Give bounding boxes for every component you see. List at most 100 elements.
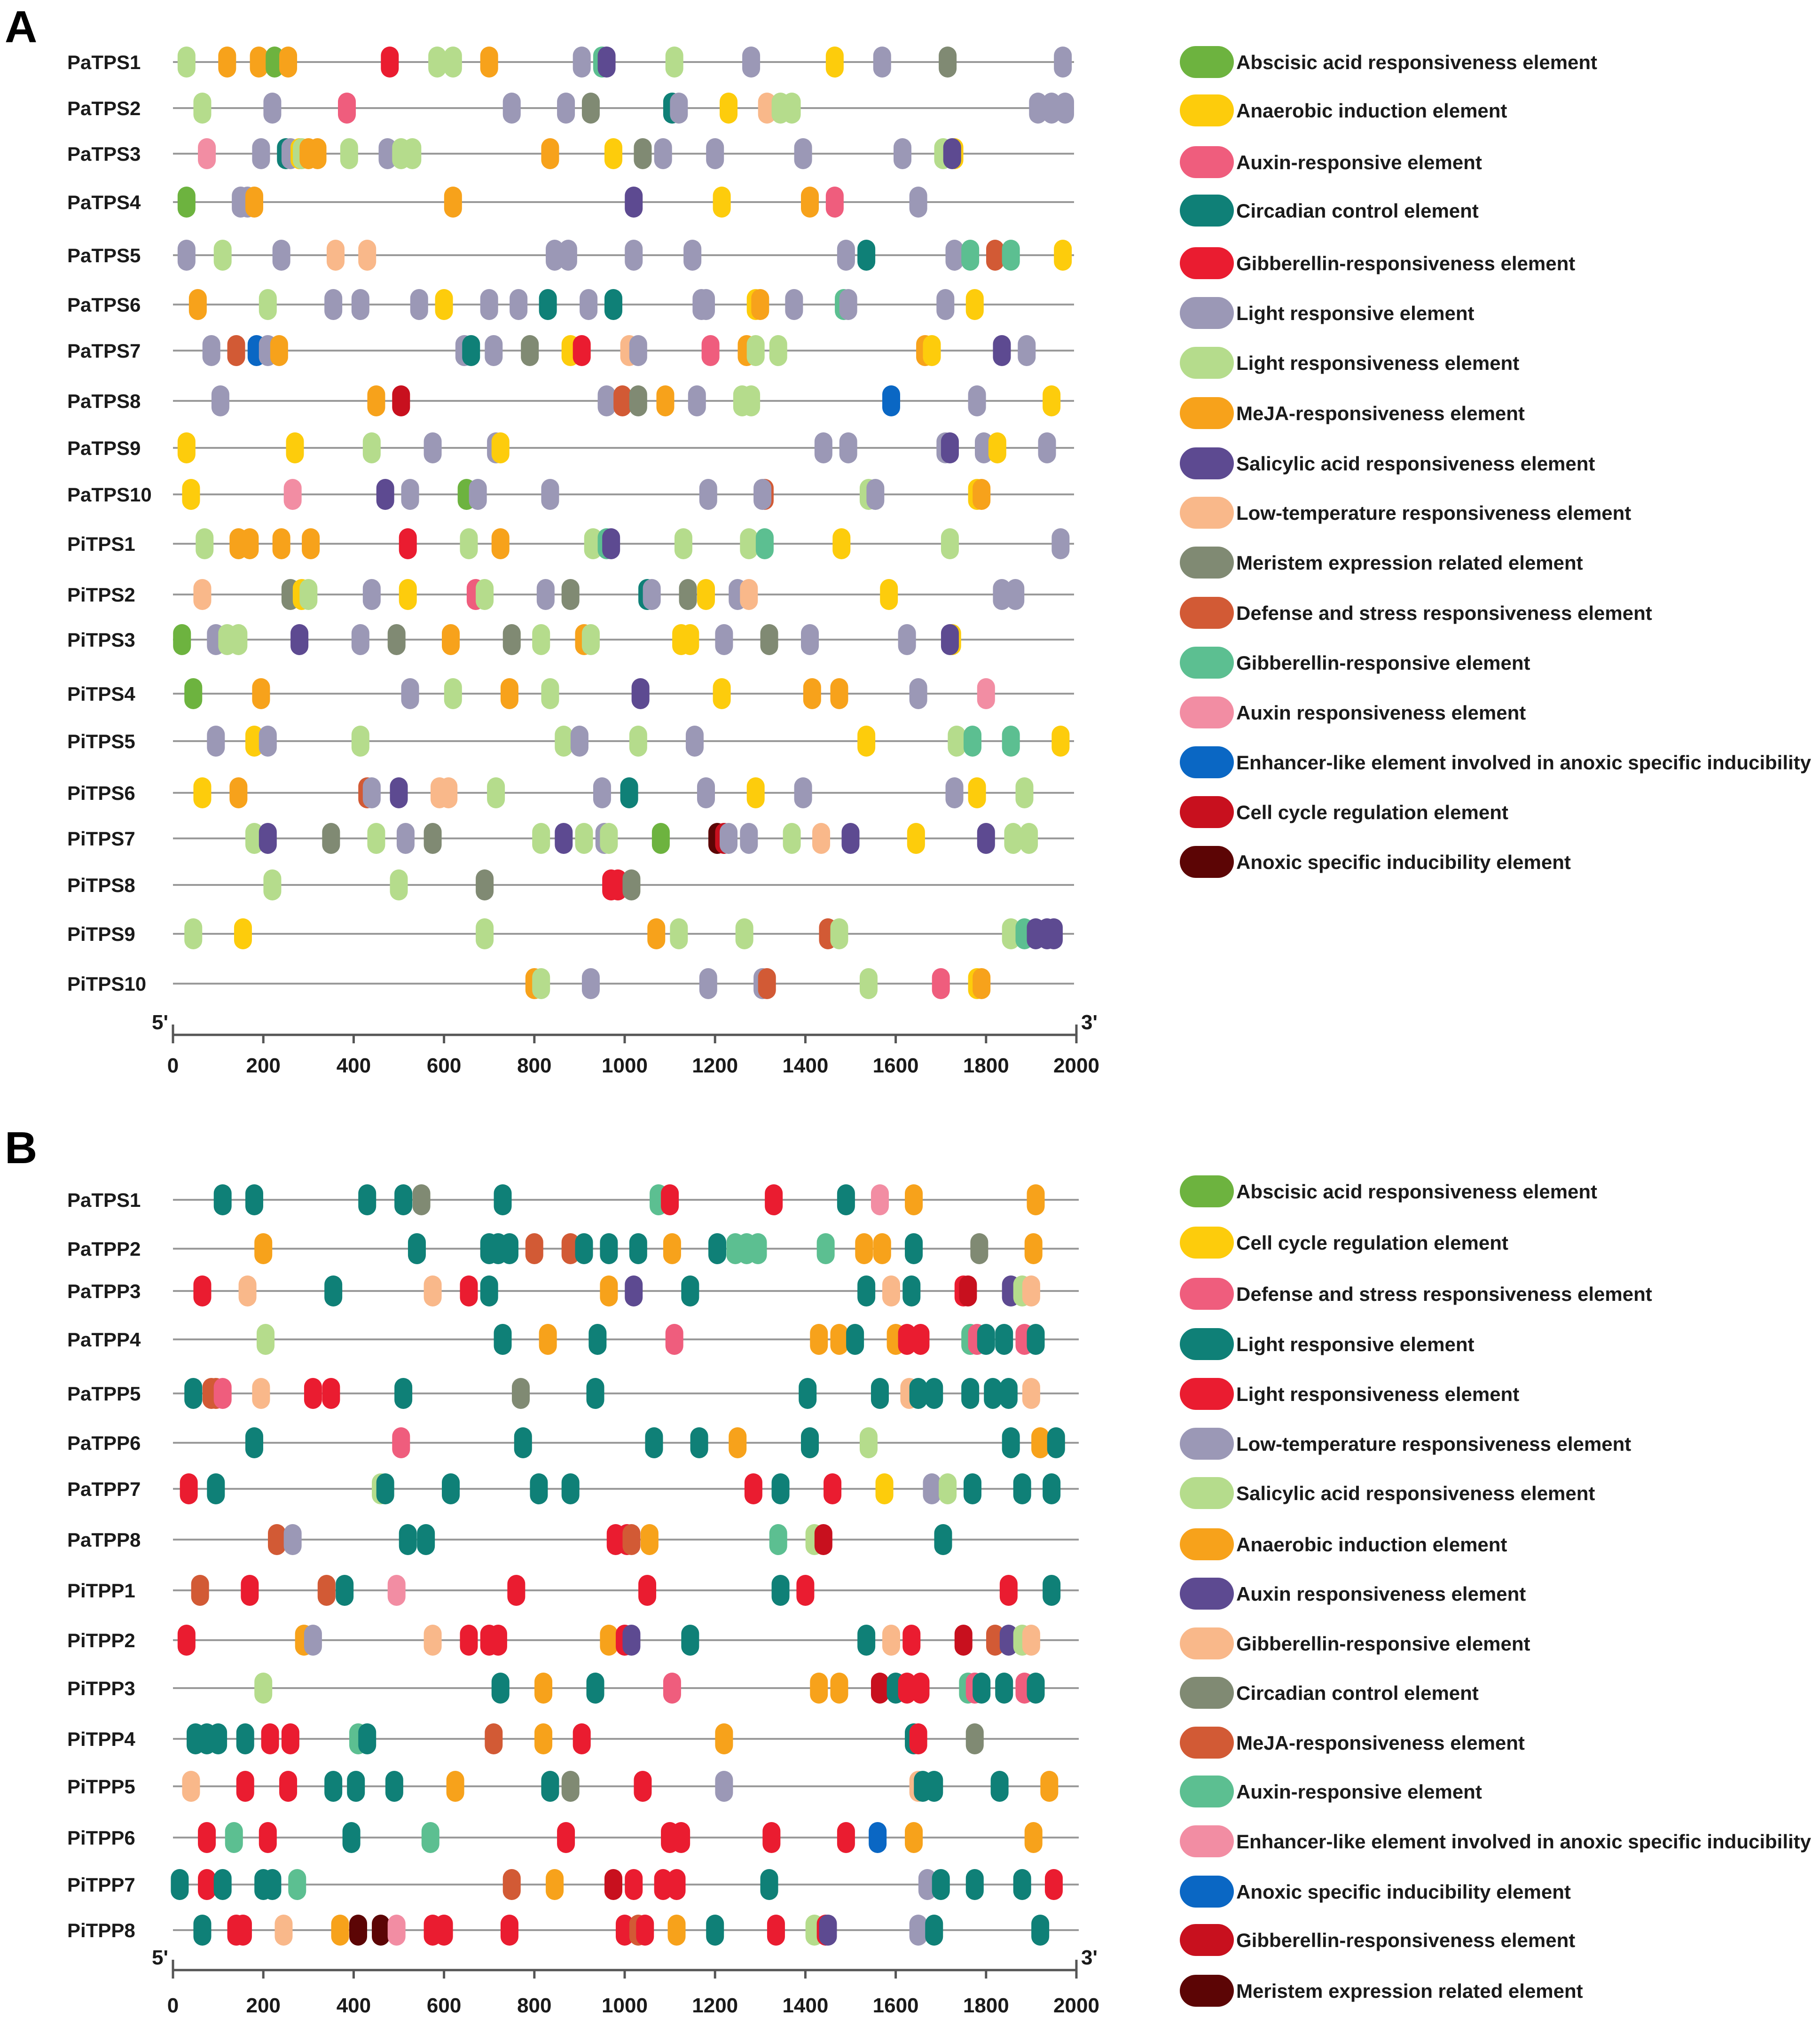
cis-element-mark [760,624,778,655]
cis-element-mark [1024,1233,1043,1264]
cis-element-mark [561,579,580,610]
legend-label: Cell cycle regulation element [1236,801,1508,823]
gene-label: PaTPP6 [67,1432,141,1454]
gene-row: PiTPS4 [67,678,1074,709]
cis-element-mark [771,1473,790,1504]
cis-element-mark [444,47,462,78]
legend-item: Gibberellin-responsiveness element [1180,1924,1575,1956]
legend-label: Enhancer-like element involved in anoxic… [1236,751,1812,774]
cis-element-mark [622,1625,641,1656]
cis-element-mark [810,1324,828,1355]
cis-element-mark [902,1275,921,1306]
cis-element-mark [905,1822,923,1853]
x-tick-label: 600 [427,1994,461,2017]
cis-element-mark [755,528,774,559]
cis-element-mark [923,335,941,366]
cis-element-mark [977,1324,995,1355]
cis-element-mark [198,1822,216,1853]
gene-row: PiTPP6 [67,1822,1079,1853]
cis-element-mark [945,777,964,808]
gene-label: PaTPS5 [67,244,141,266]
cis-element-mark [859,968,878,999]
cis-element-mark [613,385,632,416]
gene-row: PiTPS9 [67,918,1074,949]
cis-element-mark [816,1233,835,1264]
cis-element-mark [1002,726,1020,757]
cis-element-mark [586,1378,604,1409]
cis-element-mark [882,1625,900,1656]
cis-element-mark [941,624,959,655]
cis-element-mark [573,335,591,366]
cis-element-mark [480,47,498,78]
cis-element-mark [1022,1378,1040,1409]
legend-label: Light responsive element [1236,1333,1474,1355]
legend-label: Defense and stress responsiveness elemen… [1236,602,1652,624]
cis-element-mark [410,289,428,320]
cis-element-mark [358,240,377,271]
cis-element-mark [1043,93,1061,124]
legend-swatch [1180,1876,1234,1908]
gene-label: PaTPS3 [67,143,141,165]
cis-element-mark [367,823,385,854]
cis-element-mark [241,528,259,559]
legend-item: Low-temperature responsiveness element [1180,1428,1631,1460]
cis-element-mark [1044,918,1063,949]
cis-element-mark [799,1378,817,1409]
cis-element-mark [207,1473,225,1504]
gene-row: PaTPS1 [67,47,1074,78]
cis-element-mark [932,1869,950,1900]
cis-element-mark [984,1378,1002,1409]
cis-element-mark [177,432,196,463]
gene-label: PaTPP3 [67,1280,141,1302]
cis-element-mark [385,1771,403,1802]
gene-label: PiTPS8 [67,874,135,896]
cis-element-mark [1029,93,1047,124]
cis-element-mark [555,823,573,854]
cis-element-mark [758,93,776,124]
cis-element-mark [514,1427,532,1458]
gene-row: PiTPS7 [67,823,1074,854]
legend-item: Salicylic acid responsiveness element [1180,447,1595,479]
cis-element-mark [428,47,447,78]
x-tick-label: 1600 [873,1994,919,2017]
cis-element-mark [171,1869,189,1900]
cis-element-mark [629,1233,647,1264]
legend-swatch [1180,1378,1234,1410]
cis-element-mark [588,1324,607,1355]
cis-element-mark [317,1575,336,1606]
cis-element-mark [909,187,927,218]
five-prime-label: 5' [152,1011,168,1034]
cis-element-mark [281,1723,299,1754]
gene-label: PaTPS7 [67,340,141,362]
cis-element-mark [663,1233,681,1264]
cis-element-mark [713,678,731,709]
x-tick-label: 1800 [963,1994,1009,2017]
cis-element-mark [871,1673,889,1704]
cis-element-mark [196,528,214,559]
cis-element-mark [824,1473,842,1504]
cis-element-mark [302,528,320,559]
legend-swatch [1180,297,1234,329]
x-tick-label: 200 [246,1054,280,1077]
cis-element-mark [825,187,844,218]
legend-swatch [1180,1825,1234,1857]
cis-element-mark [1013,1869,1031,1900]
cis-element-mark [744,1473,762,1504]
cis-element-mark [857,1625,876,1656]
cis-element-mark [252,678,270,709]
legend-swatch [1180,597,1234,629]
cis-element-mark [708,1233,727,1264]
cis-element-mark [1054,47,1072,78]
cis-element-mark [968,777,986,808]
legend-item: Gibberellin-responsive element [1180,1627,1530,1659]
x-tick-label: 2000 [1053,1994,1099,2017]
cis-element-mark [697,289,715,320]
cis-element-mark [191,1575,209,1606]
legend-swatch [1180,796,1234,828]
cis-element-mark [715,1771,733,1802]
cis-element-mark [561,1771,580,1802]
gene-row: PaTPS2 [67,93,1074,124]
cis-element-mark [225,1822,243,1853]
gene-row: PiTPS10 [67,968,1074,999]
cis-element-mark [252,138,270,169]
